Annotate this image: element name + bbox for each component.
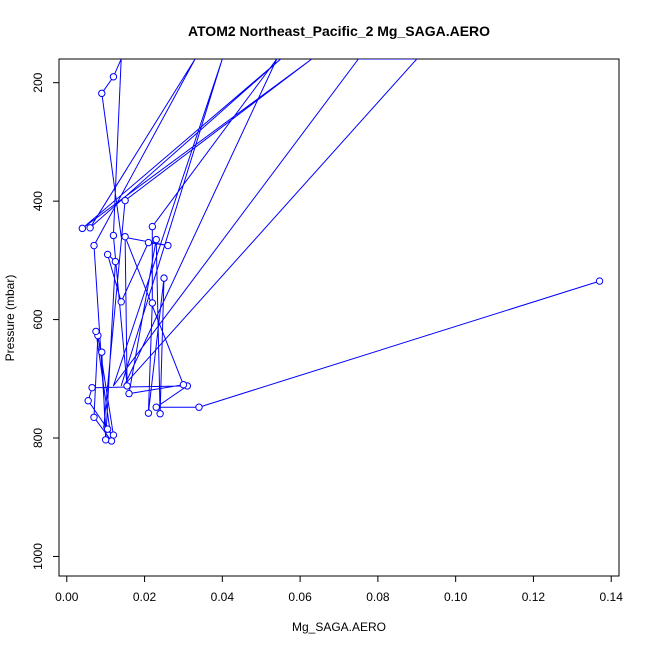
data-point bbox=[144, 238, 153, 247]
y-tick-label: 400 bbox=[31, 191, 45, 211]
x-tick-label: 0.04 bbox=[211, 590, 235, 604]
data-point bbox=[90, 241, 98, 250]
y-tick-label: 200 bbox=[31, 72, 45, 92]
data-point bbox=[84, 397, 92, 405]
data-point bbox=[125, 389, 133, 398]
data-point bbox=[103, 250, 112, 259]
x-axis: 0.00 0.02 0.04 0.06 0.08 0.10 0.12 0.14 bbox=[55, 575, 624, 604]
data-point bbox=[109, 231, 118, 240]
data-point bbox=[148, 222, 157, 231]
data-point bbox=[144, 409, 153, 417]
data-point bbox=[98, 89, 106, 98]
data-point bbox=[101, 436, 110, 444]
x-tick-label: 0.00 bbox=[55, 590, 79, 604]
data-point bbox=[195, 403, 203, 411]
x-tick-label: 0.08 bbox=[366, 590, 390, 604]
chart-title: ATOM2 Northeast_Pacific_2 Mg_SAGA.AERO bbox=[188, 23, 490, 39]
data-point bbox=[160, 274, 168, 282]
data-point bbox=[90, 413, 98, 421]
data-point bbox=[78, 224, 87, 233]
data-point bbox=[179, 381, 188, 389]
data-point bbox=[148, 299, 157, 307]
data-point bbox=[103, 425, 112, 433]
data-point bbox=[98, 348, 106, 356]
plot-frame bbox=[58, 58, 620, 577]
y-axis: 200 400 600 800 1000 bbox=[31, 72, 60, 570]
data-point bbox=[152, 403, 160, 411]
x-tick-label: 0.12 bbox=[522, 590, 546, 604]
x-tick-label: 0.06 bbox=[288, 590, 312, 604]
x-tick-label: 0.10 bbox=[444, 590, 468, 604]
data-point bbox=[121, 196, 129, 205]
data-point bbox=[121, 232, 129, 241]
x-tick-label: 0.02 bbox=[133, 590, 157, 604]
series-line bbox=[81, 59, 600, 442]
y-tick-label: 800 bbox=[31, 428, 45, 448]
series-markers bbox=[78, 73, 604, 445]
data-point bbox=[86, 224, 94, 232]
data-point bbox=[92, 327, 100, 336]
y-axis-label: Pressure (mbar) bbox=[3, 275, 17, 362]
data-point bbox=[117, 298, 125, 306]
data-point bbox=[123, 382, 131, 390]
plot-area bbox=[78, 59, 604, 445]
x-axis-label: Mg_SAGA.AERO bbox=[292, 620, 386, 634]
data-point bbox=[152, 235, 160, 244]
data-point bbox=[111, 257, 120, 266]
data-point bbox=[88, 383, 96, 392]
data-point bbox=[595, 277, 604, 285]
x-tick-label: 0.14 bbox=[600, 590, 624, 604]
series-lines bbox=[81, 59, 600, 442]
data-point bbox=[156, 410, 164, 418]
data-point bbox=[164, 241, 172, 250]
data-point bbox=[109, 73, 118, 81]
data-point bbox=[107, 437, 116, 445]
y-tick-label: 1000 bbox=[31, 543, 45, 570]
y-tick-label: 600 bbox=[31, 309, 45, 329]
